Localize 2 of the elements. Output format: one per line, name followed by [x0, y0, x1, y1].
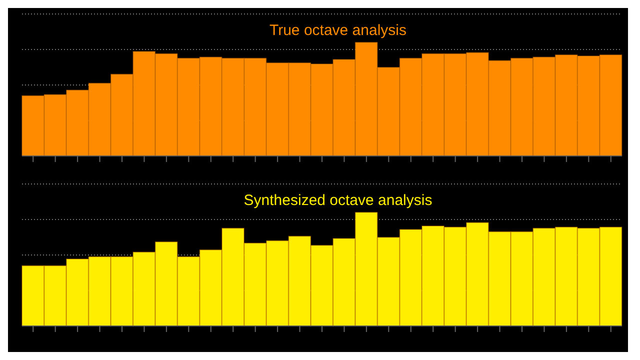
- chart-title: Synthesized octave analysis: [242, 192, 434, 209]
- chart-title: True octave analysis: [268, 22, 408, 39]
